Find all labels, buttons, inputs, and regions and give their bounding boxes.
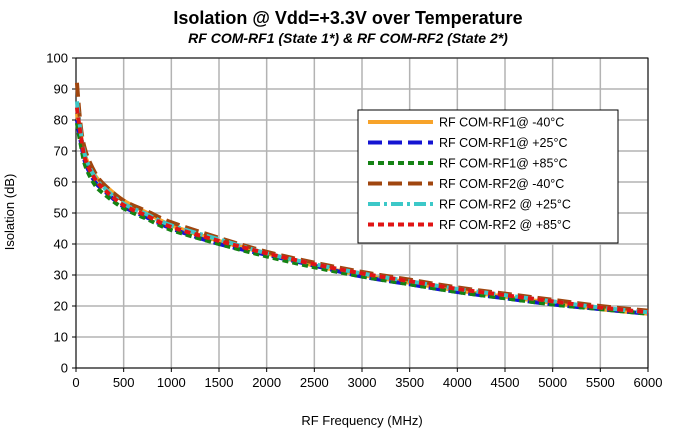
y-tick-label: 60	[54, 175, 68, 190]
series-line-6	[74, 107, 649, 315]
legend-label-4: RF COM-RF2@ -40°C	[439, 177, 564, 191]
series-line-3	[74, 122, 649, 316]
y-tick-label: 50	[54, 206, 68, 221]
x-tick-label: 3500	[395, 375, 424, 390]
y-tick-label: 70	[54, 144, 68, 159]
legend-label-3: RF COM-RF1@ +85°C	[439, 157, 567, 171]
series-lines	[74, 82, 649, 316]
x-tick-label: 4000	[443, 375, 472, 390]
x-tick-label: 5000	[538, 375, 567, 390]
chart-title: Isolation @ Vdd=+3.3V over Temperature	[173, 8, 522, 28]
x-tick-label: 6000	[634, 375, 663, 390]
y-tick-label: 30	[54, 268, 68, 283]
y-tick-label: 40	[54, 237, 68, 252]
x-tick-label: 1000	[157, 375, 186, 390]
y-axis-label: Isolation (dB)	[2, 174, 17, 251]
axis-ticks: 0 500 1000 1500 2000 2500 3000 3500 4000 4500 5000…	[46, 51, 662, 391]
x-tick-label: 2500	[300, 375, 329, 390]
chart-subtitle: RF COM-RF1 (State 1*) & RF COM-RF2 (Stat…	[188, 30, 508, 46]
x-tick-label: 500	[113, 375, 135, 390]
legend-label-5: RF COM-RF2 @ +25°C	[439, 198, 571, 212]
y-tick-label: 10	[54, 330, 68, 345]
legend-box	[357, 109, 619, 244]
y-tick-label: 0	[61, 361, 68, 376]
x-tick-label: 5500	[586, 375, 615, 390]
legend: RF COM-RF1@ -40°C RF COM-RF1@ +25°C RF COM…	[357, 109, 619, 244]
x-tick-label: 3000	[348, 375, 377, 390]
legend-label-6: RF COM-RF2 @ +85°C	[439, 218, 571, 232]
legend-label-1: RF COM-RF1@ -40°C	[439, 116, 564, 130]
x-axis-label: RF Frequency (MHz)	[301, 413, 422, 428]
y-tick-label: 90	[54, 82, 68, 97]
x-tick-label: 0	[72, 375, 79, 390]
x-tick-label: 2000	[252, 375, 281, 390]
y-tick-label: 20	[54, 299, 68, 314]
y-tick-label: 80	[54, 113, 68, 128]
y-tick-label: 100	[46, 51, 68, 66]
x-tick-label: 1500	[205, 375, 234, 390]
legend-label-2: RF COM-RF1@ +25°C	[439, 136, 567, 150]
x-tick-label: 4500	[491, 375, 520, 390]
